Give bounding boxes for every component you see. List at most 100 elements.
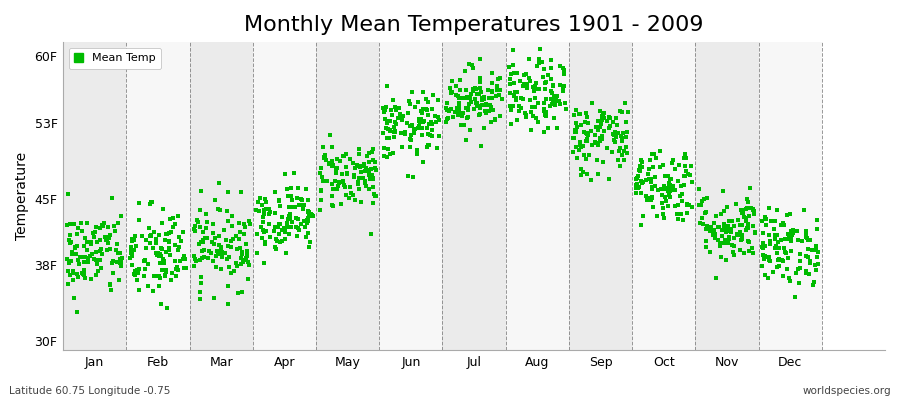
Point — [539, 113, 554, 120]
Point — [629, 176, 643, 182]
Point — [652, 148, 667, 154]
Point — [746, 207, 760, 213]
Point — [249, 206, 264, 213]
Point — [769, 236, 783, 242]
Point — [358, 182, 373, 189]
Point — [420, 112, 435, 118]
Point — [670, 202, 685, 208]
Point — [618, 100, 633, 106]
Point — [674, 183, 688, 189]
Point — [343, 184, 357, 190]
Point — [123, 255, 138, 262]
Point — [176, 256, 190, 262]
Point — [149, 240, 164, 246]
Point — [151, 273, 166, 280]
Point — [144, 233, 158, 240]
Point — [302, 244, 316, 250]
Point — [678, 173, 692, 179]
Point — [153, 260, 167, 266]
Point — [714, 242, 728, 249]
Point — [458, 104, 473, 111]
Point — [526, 84, 540, 90]
Point — [547, 97, 562, 104]
Point — [782, 234, 796, 240]
Point — [124, 262, 139, 269]
Point — [453, 77, 467, 84]
Point — [811, 248, 825, 255]
Point — [524, 127, 538, 133]
Point — [322, 160, 337, 166]
Point — [720, 223, 734, 229]
Point — [367, 191, 382, 198]
Point — [368, 193, 382, 199]
Point — [394, 130, 409, 136]
Point — [758, 272, 772, 278]
Point — [284, 193, 299, 200]
Point — [108, 247, 122, 253]
Point — [545, 101, 560, 108]
Point — [75, 270, 89, 276]
Point — [742, 212, 756, 219]
Point — [456, 110, 471, 116]
Point — [194, 280, 208, 286]
Point — [791, 237, 806, 244]
Point — [597, 115, 611, 121]
Point — [461, 107, 475, 113]
Point — [154, 245, 168, 251]
Point — [557, 71, 572, 77]
Point — [662, 182, 677, 188]
Point — [382, 135, 396, 141]
Point — [570, 124, 584, 130]
Point — [158, 237, 172, 243]
Point — [388, 104, 402, 110]
Point — [727, 235, 742, 242]
Point — [377, 109, 392, 115]
Point — [472, 75, 487, 81]
Point — [324, 193, 338, 199]
Point — [451, 112, 465, 118]
Point — [93, 248, 107, 255]
Point — [253, 195, 267, 201]
Point — [361, 168, 375, 174]
Point — [507, 70, 521, 77]
Point — [634, 178, 648, 184]
Point — [220, 208, 234, 214]
Point — [799, 268, 814, 274]
Point — [255, 235, 269, 242]
Point — [642, 176, 656, 182]
Point — [356, 175, 370, 181]
Point — [484, 119, 499, 125]
Point — [711, 224, 725, 230]
Point — [774, 257, 788, 264]
Point — [662, 184, 676, 190]
Point — [105, 269, 120, 276]
Point — [514, 105, 528, 111]
Point — [354, 198, 368, 205]
Point — [656, 211, 670, 218]
Point — [422, 120, 436, 127]
Point — [267, 210, 282, 216]
Point — [668, 166, 682, 172]
Point — [229, 232, 243, 239]
Point — [302, 197, 316, 204]
Point — [460, 95, 474, 102]
Point — [473, 56, 488, 62]
Point — [529, 86, 544, 92]
Point — [149, 250, 164, 256]
Point — [511, 108, 526, 114]
Point — [213, 244, 228, 251]
Point — [645, 186, 660, 192]
Point — [343, 156, 357, 162]
Point — [66, 267, 80, 274]
Point — [212, 233, 226, 240]
Point — [609, 122, 624, 128]
Point — [633, 163, 647, 170]
Point — [800, 254, 814, 260]
Point — [256, 202, 270, 208]
Point — [414, 125, 428, 131]
Point — [284, 196, 299, 203]
Point — [351, 180, 365, 187]
Point — [716, 223, 731, 230]
Point — [798, 253, 813, 260]
Point — [364, 231, 379, 238]
